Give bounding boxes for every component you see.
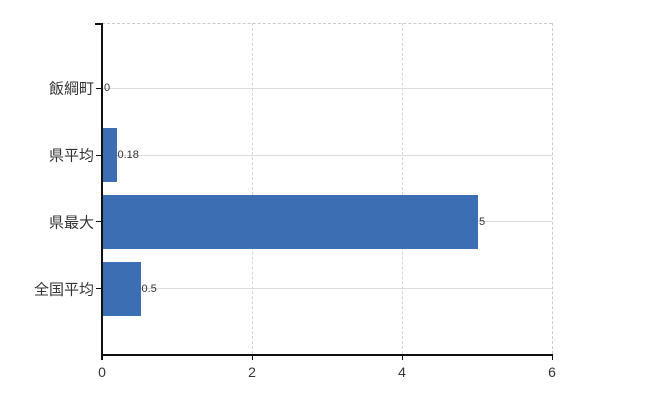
h-gridline (102, 154, 552, 156)
x-axis-tick (551, 354, 553, 360)
category-label: 全国平均 (33, 281, 94, 299)
bar-value-label: 0.18 (117, 149, 139, 162)
v-gridline (252, 23, 253, 354)
y-axis-top-tick (95, 23, 102, 25)
x-axis-tick-label: 2 (248, 364, 256, 380)
bar-value-label: 5 (479, 215, 486, 228)
x-axis-tick-label: 0 (98, 364, 106, 380)
y-axis-tick (96, 87, 102, 89)
x-axis-tick-label: 6 (548, 364, 556, 380)
v-gridline (402, 23, 403, 354)
category-label: 飯綱町 (48, 80, 94, 98)
x-axis-tick (101, 354, 103, 360)
category-label: 県平均 (48, 147, 94, 165)
y-axis-tick (96, 288, 102, 290)
bar (103, 128, 117, 183)
x-axis-tick (401, 354, 403, 360)
x-axis-tick (251, 354, 253, 360)
h-gridline (102, 288, 552, 290)
x-axis-tick-label: 4 (398, 364, 406, 380)
y-axis-tick (96, 154, 102, 156)
category-label: 県最大 (48, 214, 94, 232)
bar-value-label: 0.5 (141, 282, 157, 295)
x-axis-line (101, 354, 552, 356)
bar (103, 194, 478, 249)
y-axis-tick (96, 221, 102, 223)
h-gridline (102, 87, 552, 89)
plot-right-border (552, 23, 553, 354)
y-axis-line (101, 23, 103, 360)
plot-top-border (102, 23, 552, 24)
bar-value-label: 0 (104, 82, 111, 95)
bar (103, 261, 141, 316)
